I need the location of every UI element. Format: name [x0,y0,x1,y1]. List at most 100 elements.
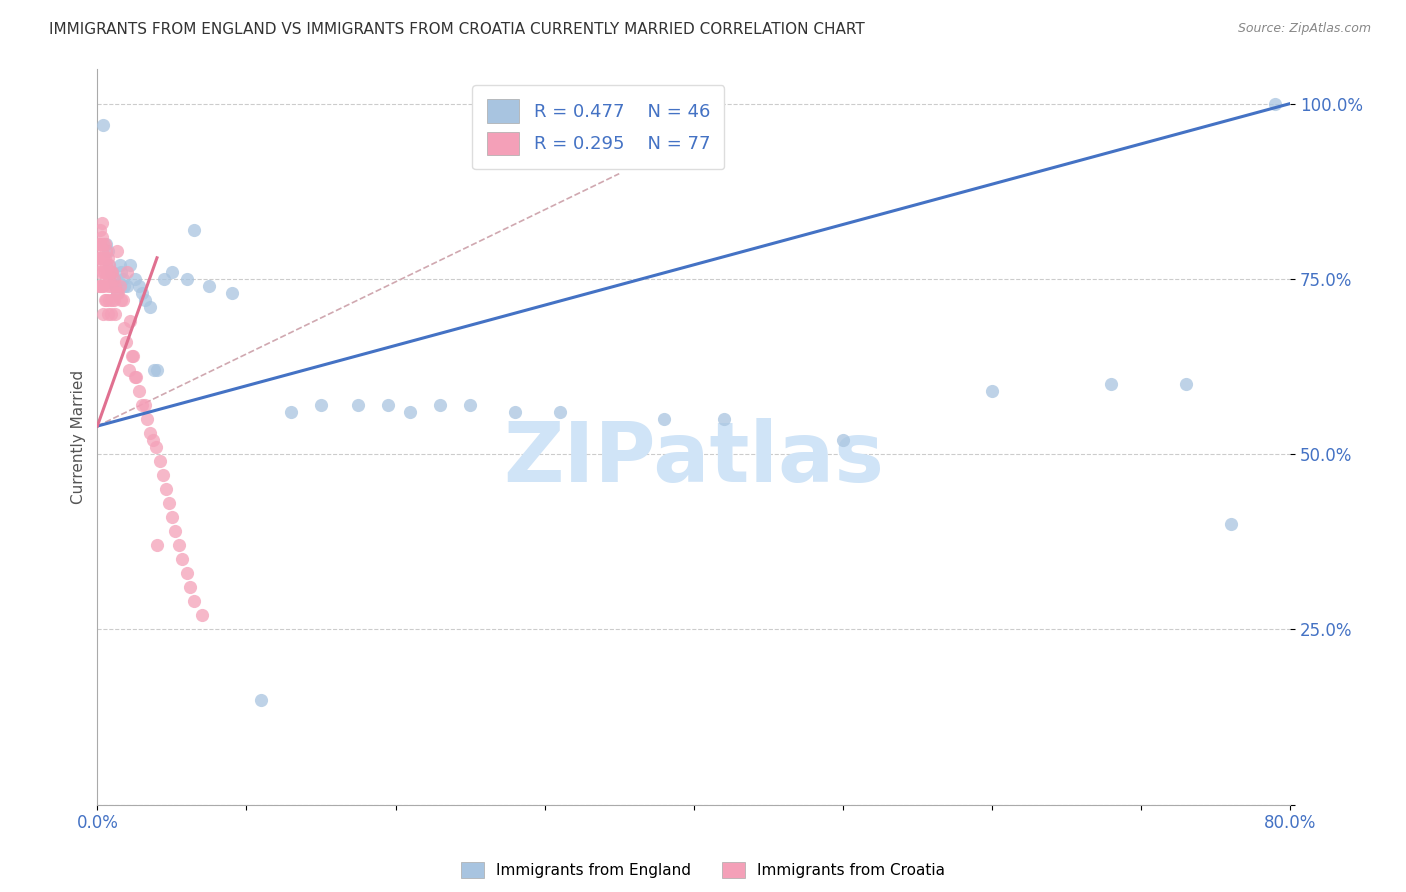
Point [138,300,160,314]
Point [176,272,198,286]
Point [145,440,167,454]
Point [146,363,169,377]
Point [94,236,117,251]
Point [115,265,138,279]
Point [91,265,114,279]
Point [548,405,571,419]
Point [125,370,148,384]
Point [98,258,121,272]
Point [160,265,183,279]
Point [221,285,243,300]
Point [115,278,138,293]
Point [713,412,735,426]
Point [104,278,127,293]
Point [89,236,111,251]
Point [138,426,160,441]
Point [172,552,194,566]
Point [347,398,370,412]
Point [124,272,146,286]
Point [120,258,142,272]
Legend: R = 0.477    N = 46, R = 0.295    N = 77: R = 0.477 N = 46, R = 0.295 N = 77 [472,85,724,169]
Point [108,278,131,293]
Point [652,412,675,426]
Point [152,468,174,483]
Point [97,244,120,258]
Point [96,293,118,307]
Point [160,510,183,524]
Point [96,244,118,258]
Text: IMMIGRANTS FROM ENGLAND VS IMMIGRANTS FROM CROATIA CURRENTLY MARRIED CORRELATION: IMMIGRANTS FROM ENGLAND VS IMMIGRANTS FR… [49,22,865,37]
Point [103,272,125,286]
Point [118,363,141,377]
Point [122,349,145,363]
Point [101,265,124,279]
Point [91,251,114,265]
Point [91,278,114,293]
Point [120,314,142,328]
Point [108,258,131,272]
Point [1264,96,1286,111]
Point [97,265,120,279]
Point [110,293,132,307]
Point [131,398,153,412]
Point [87,251,110,265]
Point [112,321,135,335]
Point [103,272,125,286]
Point [90,216,112,230]
Point [94,251,117,265]
Point [98,258,121,272]
Point [91,236,114,251]
Point [1099,377,1122,392]
Point [107,285,129,300]
Point [96,258,118,272]
Point [157,496,180,510]
Point [100,265,122,279]
Point [96,272,118,286]
Point [134,293,156,307]
Point [169,538,191,552]
Y-axis label: Currently Married: Currently Married [72,369,86,504]
Point [89,223,111,237]
Point [831,433,853,447]
Point [141,433,163,447]
Point [429,398,451,412]
Point [135,412,157,426]
Point [377,398,399,412]
Point [503,405,526,419]
Point [146,538,169,552]
Point [90,229,112,244]
Point [124,370,146,384]
Point [90,278,112,293]
Point [110,265,132,279]
Point [97,251,120,265]
Text: ZIPatlas: ZIPatlas [503,418,884,500]
Point [101,293,124,307]
Point [280,405,302,419]
Point [98,293,121,307]
Point [149,454,172,468]
Point [121,349,143,363]
Point [112,278,135,293]
Point [183,223,205,237]
Point [97,307,120,321]
Point [190,608,212,623]
Point [105,285,128,300]
Point [128,278,150,293]
Point [100,307,122,321]
Point [94,293,117,307]
Point [91,118,114,132]
Point [309,398,332,412]
Text: Source: ZipAtlas.com: Source: ZipAtlas.com [1237,22,1371,36]
Point [134,398,156,412]
Point [176,566,198,581]
Point [87,236,110,251]
Point [183,594,205,608]
Point [198,278,221,293]
Point [100,265,122,279]
Point [89,278,111,293]
Point [87,278,110,293]
Point [103,293,125,307]
Point [87,265,110,279]
Point [111,293,134,307]
Point [104,307,127,321]
